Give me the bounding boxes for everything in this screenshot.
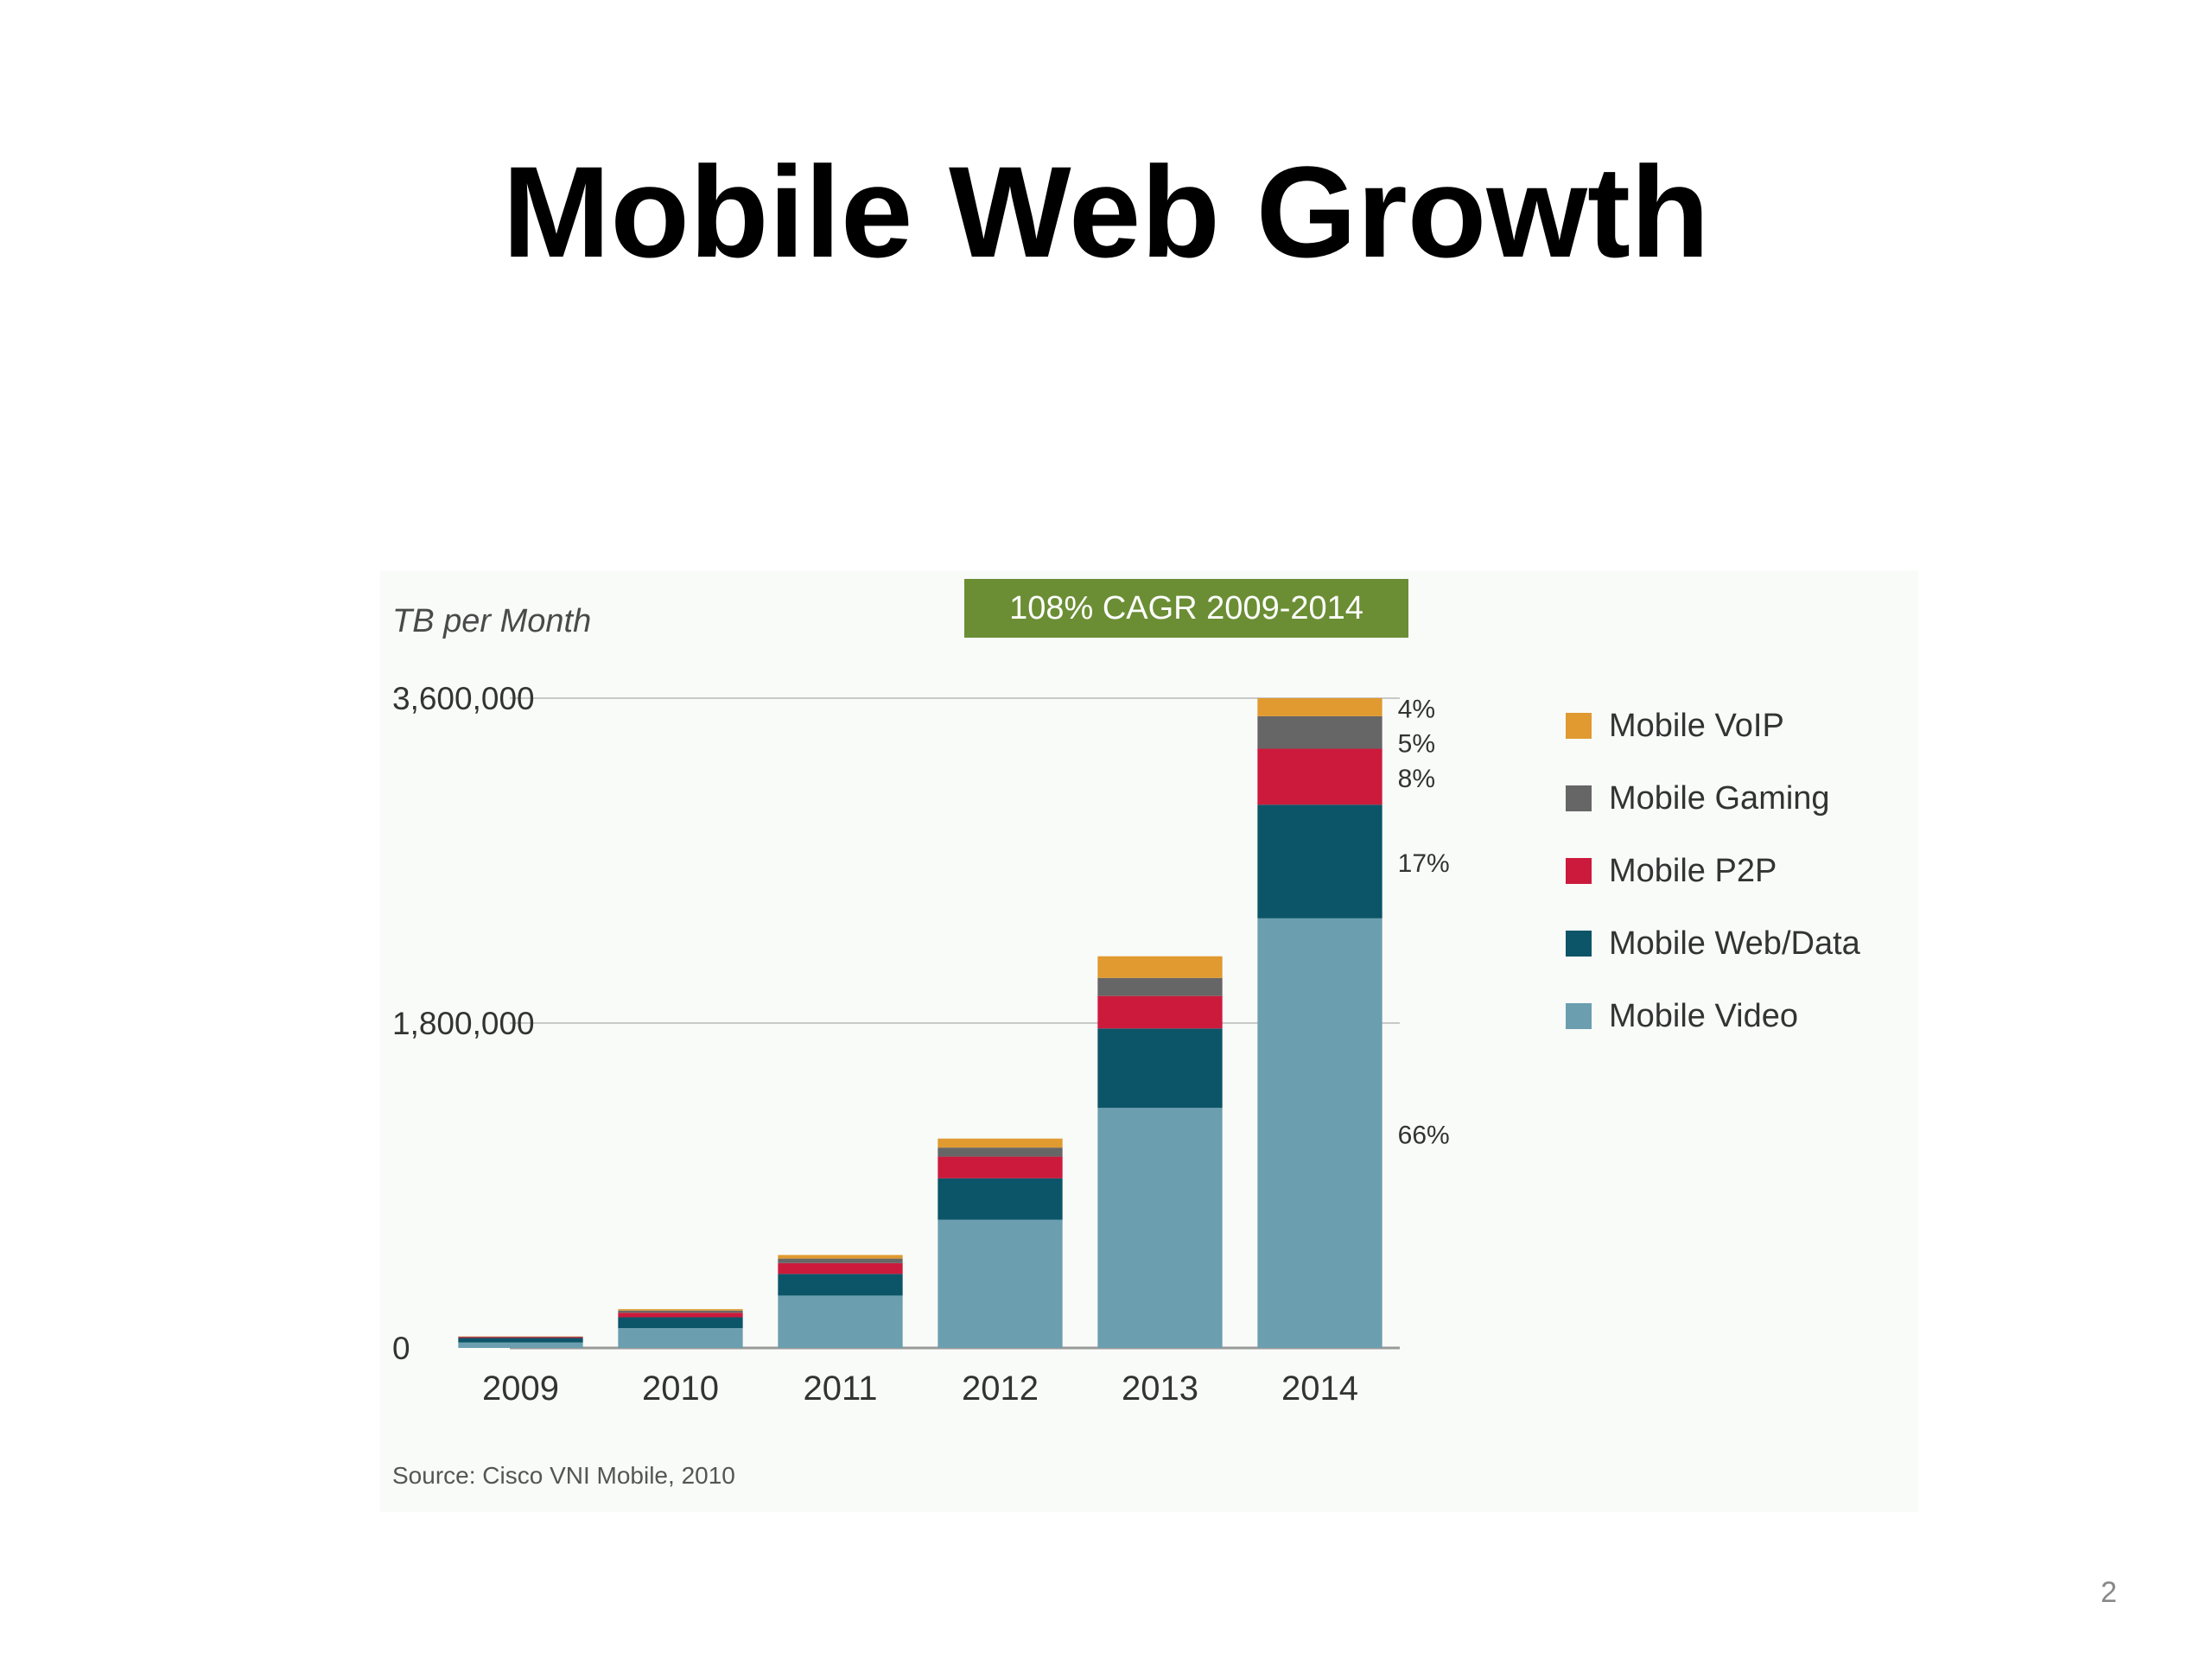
x-tick-label-2009: 2009	[482, 1370, 559, 1408]
bar-2012-mobile-voip	[938, 1138, 1063, 1148]
legend-item-mobile-gaming: Mobile Gaming	[1566, 762, 1911, 835]
share-label-4: 17%	[1398, 849, 1450, 878]
legend-label: Mobile Web/Data	[1609, 925, 1860, 962]
slide-number: 2	[2101, 1576, 2117, 1609]
bar-2014-mobile-p2p	[1257, 748, 1382, 805]
legend-swatch	[1566, 713, 1592, 739]
cagr-badge: 108% CAGR 2009-2014	[964, 579, 1408, 638]
bar-2012-mobile-gaming	[938, 1147, 1063, 1157]
bar-2013-mobile-web-data	[1097, 1028, 1223, 1109]
chart-legend: Mobile VoIP Mobile Gaming Mobile P2P Mobile…	[1566, 690, 1911, 1052]
bar-2011-mobile-web-data	[778, 1274, 903, 1296]
chart-figure: 0 1,800,000 3,600,000 2009 2010 2011 2012 2013 2…	[380, 570, 1918, 1512]
bar-2012-mobile-web-data	[938, 1178, 1063, 1220]
share-label-1: 4%	[1398, 695, 1435, 723]
bar-2010-mobile-p2p	[618, 1313, 743, 1318]
bar-2010-mobile-gaming	[618, 1310, 743, 1313]
y-tick-label-0: 0	[392, 1331, 410, 1366]
legend-swatch	[1566, 858, 1592, 884]
bar-2013-mobile-gaming	[1097, 977, 1223, 996]
bar-2014-mobile-voip	[1257, 698, 1382, 716]
slide-title: Mobile Web Growth	[502, 139, 1710, 284]
legend-label: Mobile Gaming	[1609, 779, 1830, 817]
chart-plot: 0 1,800,000 3,600,000 2009 2010 2011 2012 2013 2…	[392, 681, 1450, 1408]
bar-2014-mobile-video	[1257, 918, 1382, 1348]
bar-2012-mobile-video	[938, 1219, 1063, 1348]
legend-label: Mobile P2P	[1609, 852, 1777, 889]
bar-2011-mobile-gaming	[778, 1258, 903, 1263]
bar-2011-mobile-video	[778, 1295, 903, 1348]
legend-item-mobile-web-data: Mobile Web/Data	[1566, 907, 1911, 980]
bar-2013-mobile-video	[1097, 1108, 1223, 1348]
y-axis-unit-label: TB per Month	[392, 603, 592, 639]
legend-swatch	[1566, 1003, 1592, 1029]
y-tick-label-2: 3,600,000	[392, 681, 535, 716]
bar-2014-mobile-web-data	[1257, 804, 1382, 918]
share-label-2: 5%	[1398, 729, 1435, 758]
x-tick-label-2012: 2012	[962, 1370, 1039, 1408]
x-tick-label-2014: 2014	[1281, 1370, 1358, 1408]
legend-swatch	[1566, 785, 1592, 811]
share-label-3: 8%	[1398, 765, 1435, 793]
legend-item-mobile-p2p: Mobile P2P	[1566, 835, 1911, 907]
x-tick-label-2013: 2013	[1122, 1370, 1198, 1408]
bar-2009-mobile-p2p	[458, 1337, 583, 1338]
legend-label: Mobile VoIP	[1609, 707, 1784, 744]
bar-2014-mobile-gaming	[1257, 715, 1382, 749]
bar-2009-mobile-video	[458, 1342, 583, 1348]
x-tick-label-2010: 2010	[642, 1370, 719, 1408]
legend-swatch	[1566, 931, 1592, 957]
legend-item-mobile-voip: Mobile VoIP	[1566, 690, 1911, 762]
bar-2010-mobile-video	[618, 1328, 743, 1348]
legend-label: Mobile Video	[1609, 997, 1799, 1034]
legend-item-mobile-video: Mobile Video	[1566, 980, 1911, 1052]
bar-2009-mobile-web-data	[458, 1338, 583, 1343]
bar-2010-mobile-voip	[618, 1309, 743, 1311]
bar-2013-mobile-p2p	[1097, 995, 1223, 1029]
bar-2010-mobile-web-data	[618, 1317, 743, 1329]
x-tick-label-2011: 2011	[803, 1370, 877, 1408]
y-tick-label-1: 1,800,000	[392, 1006, 535, 1041]
share-label-5: 66%	[1398, 1121, 1450, 1149]
bar-2011-mobile-voip	[778, 1255, 903, 1259]
source-note: Source: Cisco VNI Mobile, 2010	[392, 1462, 735, 1489]
bar-2011-mobile-p2p	[778, 1262, 903, 1274]
bar-2013-mobile-voip	[1097, 956, 1223, 978]
bar-2012-mobile-p2p	[938, 1156, 1063, 1179]
